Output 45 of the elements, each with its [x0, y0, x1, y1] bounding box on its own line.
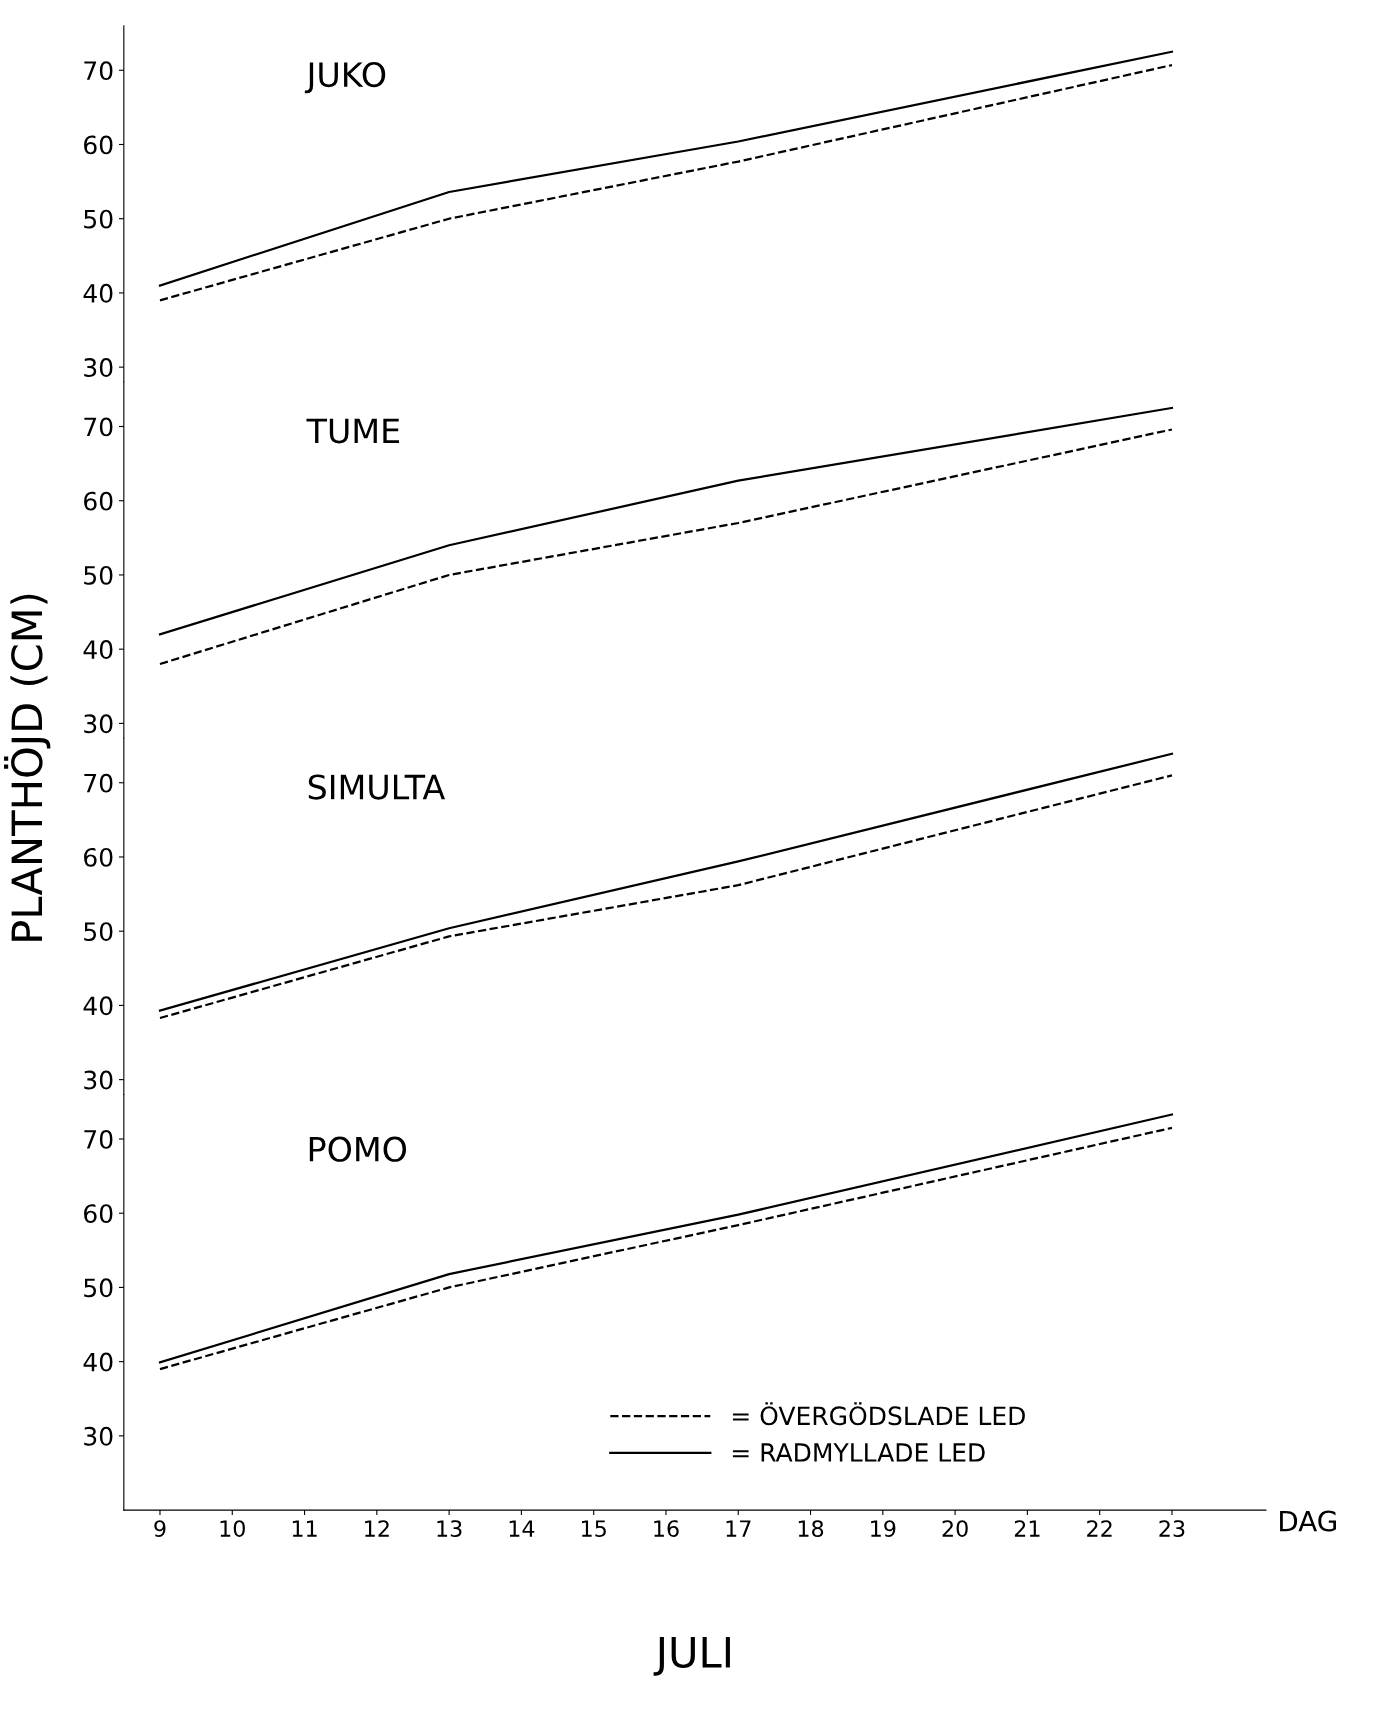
y-tick-label: 30: [84, 1070, 113, 1090]
text: JUKO: [304, 61, 386, 94]
y-axis-title: PLANTHÖJD (CM): [4, 594, 51, 941]
x-tick-label: 12: [365, 1520, 389, 1537]
x-tick-label: 23: [1159, 1520, 1185, 1537]
y-tick-label: 30: [84, 358, 113, 377]
x-tick-label: 10: [220, 1520, 245, 1537]
x-tick-label: 20: [942, 1520, 968, 1537]
x-axis-title: DAG: [1280, 1510, 1337, 1532]
y-tick-label: 60: [84, 1204, 113, 1224]
text: SIMULTA: [308, 774, 446, 800]
text: POMO: [309, 1136, 407, 1162]
legend-label: = RADMYLLADE LED: [732, 1443, 985, 1462]
x-tick-label: 19: [871, 1520, 896, 1537]
x-tick-label: 16: [654, 1520, 679, 1537]
x-tick-label: 9: [154, 1520, 166, 1537]
text: JULI: [653, 1637, 730, 1676]
y-tick-label: 30: [84, 714, 113, 734]
y-tick-label: 70: [84, 417, 113, 437]
x-tick-label: 18: [798, 1520, 824, 1537]
y-tick-label: 60: [84, 135, 113, 155]
y-tick-label: 50: [84, 922, 113, 942]
y-tick-label: 50: [84, 209, 113, 229]
y-tick-label: 50: [84, 1278, 113, 1298]
y-tick-label: 60: [84, 491, 113, 511]
x-tick-label: 14: [509, 1520, 535, 1537]
y-tick-label: 60: [84, 847, 113, 867]
text: TUME: [306, 418, 400, 444]
line-series: [158, 406, 1174, 636]
y-tick-label: 70: [84, 61, 113, 81]
y-tick-label: 40: [83, 283, 113, 303]
legend-label: = ÖVERGÖDSLADE LED: [732, 1402, 1025, 1426]
y-tick-label: 40: [83, 996, 113, 1016]
x-tick-label: 22: [1087, 1520, 1112, 1537]
y-tick-label: 70: [84, 773, 113, 793]
y-tick-label: 40: [83, 1352, 113, 1372]
x-tick-label: 15: [581, 1520, 606, 1537]
y-tick-label: 30: [84, 1426, 113, 1446]
x-tick-label: 17: [726, 1520, 751, 1537]
x-tick-label: 21: [1014, 1520, 1040, 1537]
x-tick-label: 13: [437, 1520, 462, 1537]
y-tick-label: 70: [84, 1129, 113, 1149]
x-tick-label: 11: [292, 1520, 317, 1537]
y-tick-label: 50: [84, 565, 113, 585]
y-tick-label: 40: [83, 640, 113, 660]
